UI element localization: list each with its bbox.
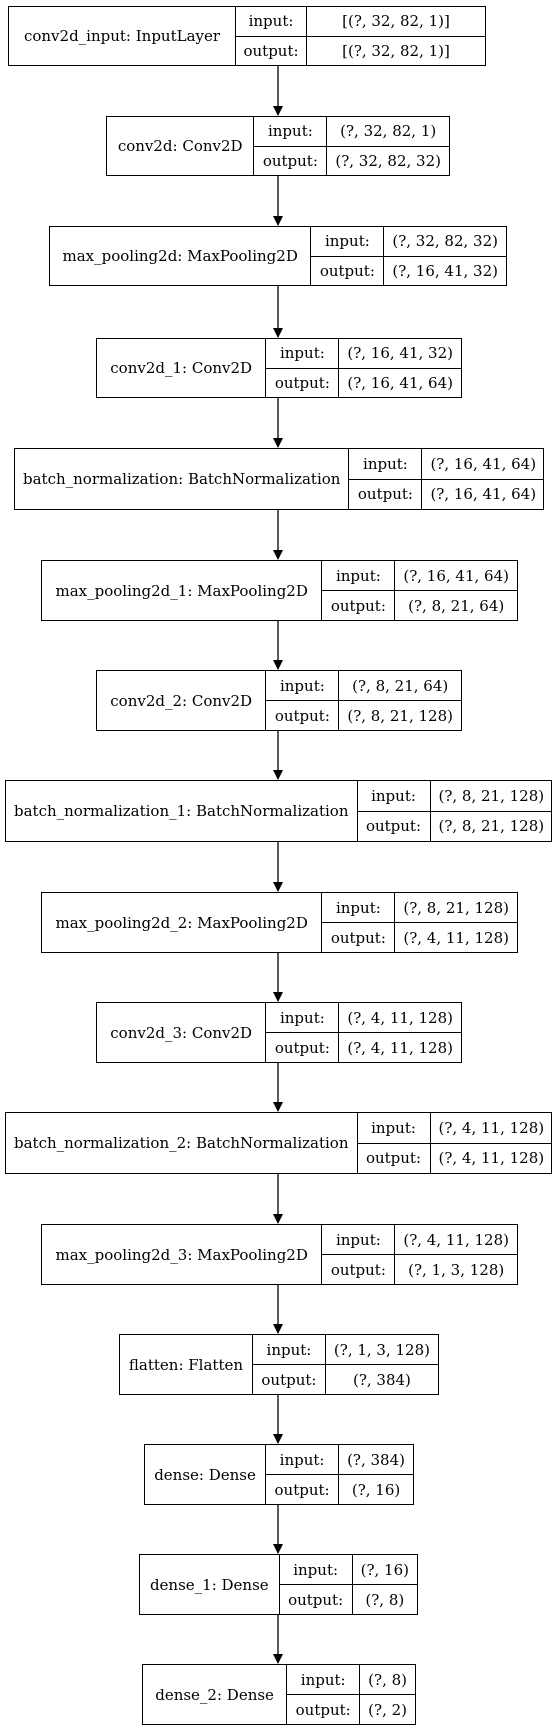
layer-name: batch_normalization_1: BatchNormalizatio… (6, 781, 358, 841)
layer-name: conv2d_1: Conv2D (97, 339, 267, 397)
output-shape: (?, 8, 21, 128) (438, 817, 545, 836)
layer-node-conv2d-1: conv2d_1: Conv2D input: (?, 16, 41, 32) o… (96, 338, 462, 398)
output-shape: (?, 384) (353, 1370, 411, 1389)
output-label: output: (266, 1475, 340, 1504)
output-shape: [(?, 32, 82, 1)] (342, 41, 450, 60)
input-shape: (?, 384) (347, 1450, 405, 1469)
output-label: output: (254, 146, 328, 175)
layer-node-conv2d-input: conv2d_input: InputLayer input: [(?, 32, … (8, 6, 486, 66)
layer-node-max-pooling2d-1: max_pooling2d_1: MaxPooling2D input: (?, … (41, 560, 518, 621)
input-shape: (?, 8, 21, 128) (403, 898, 509, 917)
output-label: output: (280, 1585, 353, 1614)
layer-name: batch_normalization: BatchNormalization (15, 449, 350, 509)
output-label: output: (358, 811, 431, 841)
input-shape: (?, 4, 11, 128) (347, 1008, 453, 1027)
input-label: input: (236, 7, 307, 36)
input-shape: (?, 32, 82, 32) (392, 232, 498, 251)
output-label: output: (349, 479, 423, 509)
input-label: input: (280, 1555, 353, 1584)
layer-node-conv2d-2: conv2d_2: Conv2D input: (?, 8, 21, 64) ou… (96, 670, 462, 731)
layer-node-dense-2: dense_2: Dense input: (?, 8) output: (?, 2… (142, 1664, 416, 1725)
input-label: input: (266, 671, 340, 700)
output-label: output: (358, 1143, 431, 1173)
layer-name: batch_normalization_2: BatchNormalizatio… (6, 1113, 358, 1173)
input-label: input: (287, 1665, 361, 1694)
input-shape: (?, 8, 21, 128) (438, 786, 545, 805)
input-label: input: (266, 1445, 340, 1474)
output-shape: (?, 8, 21, 128) (347, 706, 453, 725)
layer-name: conv2d_input: InputLayer (9, 7, 236, 65)
input-label: input: (322, 893, 396, 922)
input-label: input: (358, 1113, 431, 1143)
output-label: output: (266, 1033, 340, 1062)
layer-name: dense_2: Dense (143, 1665, 288, 1724)
input-shape: (?, 8, 21, 64) (352, 676, 449, 695)
layer-node-max-pooling2d-2: max_pooling2d_2: MaxPooling2D input: (?, … (41, 892, 518, 953)
input-label: input: (311, 227, 385, 256)
layer-name: conv2d_2: Conv2D (97, 671, 267, 730)
input-label: input: (266, 339, 340, 368)
layer-name: conv2d: Conv2D (107, 117, 255, 175)
layer-node-max-pooling2d-3: max_pooling2d_3: MaxPooling2D input: (?, … (41, 1224, 518, 1285)
layer-name: max_pooling2d_1: MaxPooling2D (42, 561, 323, 620)
layer-node-dense-1: dense_1: Dense input: (?, 16) output: (?, … (139, 1554, 418, 1615)
layer-name: dense: Dense (145, 1445, 267, 1504)
output-shape: (?, 32, 82, 32) (335, 151, 441, 170)
layer-node-batch-normalization: batch_normalization: BatchNormalization … (14, 448, 545, 510)
output-label: output: (322, 1255, 396, 1284)
output-shape: (?, 8) (365, 1590, 405, 1609)
layer-name: flatten: Flatten (120, 1335, 253, 1394)
input-label: input: (266, 1003, 340, 1032)
output-label: output: (266, 701, 340, 730)
output-shape: (?, 4, 11, 128) (403, 928, 509, 947)
output-label: output: (287, 1695, 361, 1724)
output-shape: (?, 16) (351, 1480, 401, 1499)
output-label: output: (253, 1365, 326, 1394)
input-shape: (?, 16, 41, 64) (403, 566, 509, 585)
input-label: input: (358, 781, 431, 811)
input-shape: [(?, 32, 82, 1)] (342, 12, 450, 31)
output-label: output: (236, 36, 307, 65)
layer-name: dense_1: Dense (140, 1555, 280, 1614)
output-shape: (?, 16, 41, 32) (392, 261, 498, 280)
input-shape: (?, 32, 82, 1) (340, 122, 437, 141)
layer-node-batch-normalization-2: batch_normalization_2: BatchNormalizatio… (5, 1112, 553, 1174)
output-shape: (?, 16, 41, 64) (347, 373, 453, 392)
output-label: output: (266, 368, 340, 397)
layer-node-flatten: flatten: Flatten input: (?, 1, 3, 128) ou… (119, 1334, 439, 1395)
output-shape: (?, 4, 11, 128) (438, 1149, 545, 1168)
output-label: output: (322, 591, 396, 620)
input-shape: (?, 1, 3, 128) (333, 1340, 430, 1359)
input-label: input: (253, 1335, 326, 1364)
input-shape: (?, 16) (360, 1560, 409, 1579)
layer-node-batch-normalization-1: batch_normalization_1: BatchNormalizatio… (5, 780, 553, 842)
output-label: output: (322, 923, 396, 952)
output-shape: (?, 4, 11, 128) (347, 1038, 453, 1057)
output-shape: (?, 8, 21, 64) (408, 596, 505, 615)
input-shape: (?, 8) (368, 1670, 407, 1689)
layer-name: max_pooling2d: MaxPooling2D (50, 227, 312, 285)
layer-node-max-pooling2d: max_pooling2d: MaxPooling2D input: (?, 32… (49, 226, 507, 286)
layer-node-conv2d-3: conv2d_3: Conv2D input: (?, 4, 11, 128) o… (96, 1002, 462, 1063)
input-label: input: (349, 449, 423, 479)
layer-name: max_pooling2d_2: MaxPooling2D (42, 893, 323, 952)
output-shape: (?, 2) (368, 1700, 407, 1719)
input-shape: (?, 4, 11, 128) (438, 1118, 545, 1137)
input-shape: (?, 16, 41, 64) (430, 454, 537, 473)
output-label: output: (311, 256, 385, 285)
input-shape: (?, 16, 41, 32) (347, 344, 453, 363)
output-shape: (?, 16, 41, 64) (430, 485, 537, 504)
input-label: input: (322, 1225, 396, 1254)
input-shape: (?, 4, 11, 128) (403, 1230, 509, 1249)
layer-name: conv2d_3: Conv2D (97, 1003, 267, 1062)
layer-node-dense: dense: Dense input: (?, 384) output: (?, 1… (144, 1444, 414, 1505)
input-label: input: (322, 561, 396, 590)
output-shape: (?, 1, 3, 128) (408, 1260, 505, 1279)
layer-name: max_pooling2d_3: MaxPooling2D (42, 1225, 323, 1284)
input-label: input: (254, 117, 328, 146)
layer-node-conv2d: conv2d: Conv2D input: (?, 32, 82, 1) outp… (106, 116, 450, 176)
